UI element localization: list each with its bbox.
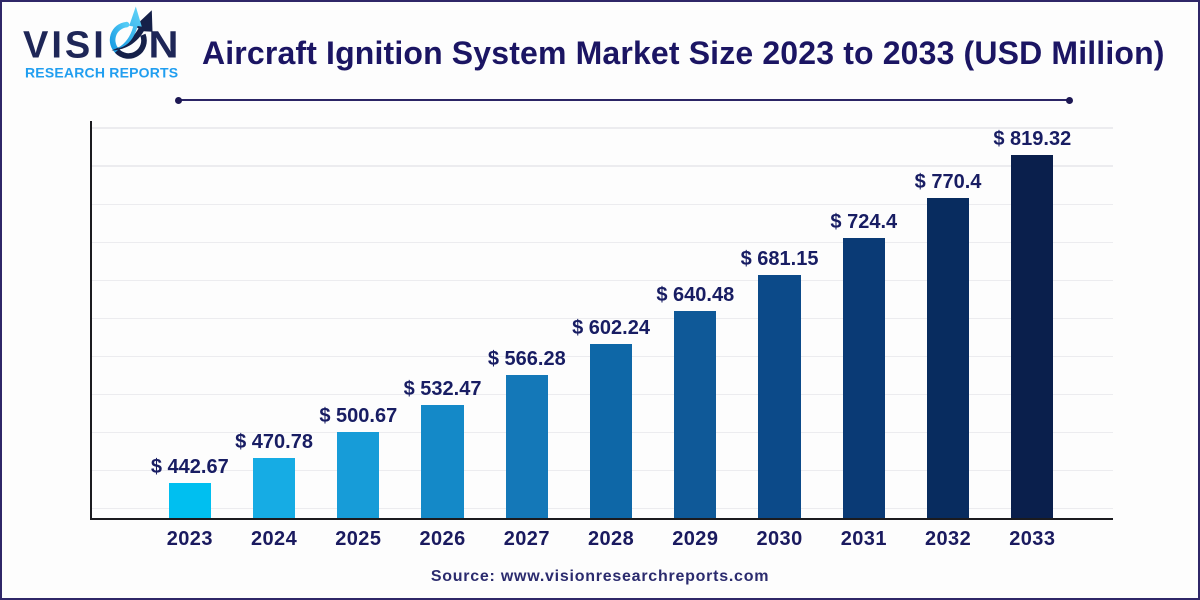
value-label-2032: $ 770.4 xyxy=(914,170,982,193)
year-label-2023: 2023 xyxy=(166,528,213,550)
year-label-2027: 2027 xyxy=(503,528,550,550)
value-label-2028: $ 602.24 xyxy=(572,316,650,339)
logo-o-navy-ring xyxy=(114,33,147,59)
year-label-2026: 2026 xyxy=(419,528,466,550)
divider-left-dot xyxy=(175,96,183,104)
value-label-2026: $ 532.47 xyxy=(403,377,482,400)
year-label-2033: 2033 xyxy=(1009,528,1056,550)
title-divider xyxy=(175,96,1074,104)
value-label-2029: $ 640.48 xyxy=(656,283,735,306)
value-label-2023: $ 442.67 xyxy=(150,455,229,478)
source-text: Source: www.visionresearchreports.com xyxy=(430,568,770,585)
gridline xyxy=(91,241,1113,244)
year-label-2032: 2032 xyxy=(925,528,972,550)
gridline xyxy=(91,127,1113,129)
logo-cyan-arrow xyxy=(117,6,142,49)
vision-research-reports-logo: VISI N RESEARCH REPORTS xyxy=(0,0,200,110)
year-label-2029: 2029 xyxy=(672,528,719,550)
year-label-2031: 2031 xyxy=(840,528,887,550)
gridline xyxy=(91,317,1113,320)
bar-2026 xyxy=(421,404,464,519)
value-label-2025: $ 500.67 xyxy=(319,405,398,428)
gridline xyxy=(91,279,1113,282)
bar-2023 xyxy=(168,482,211,519)
bar-2032 xyxy=(926,197,970,519)
bar-2033 xyxy=(1011,155,1054,519)
chart-title: Aircraft Ignition System Market Size 202… xyxy=(202,35,1165,71)
x-axis-line xyxy=(89,518,1113,521)
logo-o-cyan-crescent xyxy=(109,21,130,55)
logo-graphic: VISI N RESEARCH REPORTS xyxy=(23,6,179,81)
logo-navy-arrow xyxy=(111,10,153,51)
bar-2027 xyxy=(505,375,548,519)
bar-2025 xyxy=(337,432,380,519)
value-label-2030: $ 681.15 xyxy=(740,248,819,271)
bar-2030 xyxy=(758,275,801,519)
logo-text-n: N xyxy=(149,25,179,67)
bar-2031 xyxy=(842,237,885,519)
gridline xyxy=(91,203,1113,205)
year-label-2025: 2025 xyxy=(335,528,382,550)
value-label-2024: $ 470.78 xyxy=(235,431,313,454)
gridline xyxy=(91,165,1113,167)
logo-tagline: RESEARCH REPORTS xyxy=(25,65,178,81)
bar-2029 xyxy=(674,310,717,519)
value-label-2027: $ 566.28 xyxy=(487,348,566,371)
y-axis-line xyxy=(89,121,92,521)
year-label-2028: 2028 xyxy=(588,528,635,550)
bar-2028 xyxy=(589,343,633,519)
logo-text-visi: VISI xyxy=(23,25,107,67)
divider-right-dot xyxy=(1066,96,1074,104)
value-label-2031: $ 724.4 xyxy=(830,210,898,233)
year-label-2024: 2024 xyxy=(251,528,298,550)
value-label-2033: $ 819.32 xyxy=(993,128,1072,151)
bar-2024 xyxy=(252,458,296,519)
year-label-2030: 2030 xyxy=(756,528,803,550)
